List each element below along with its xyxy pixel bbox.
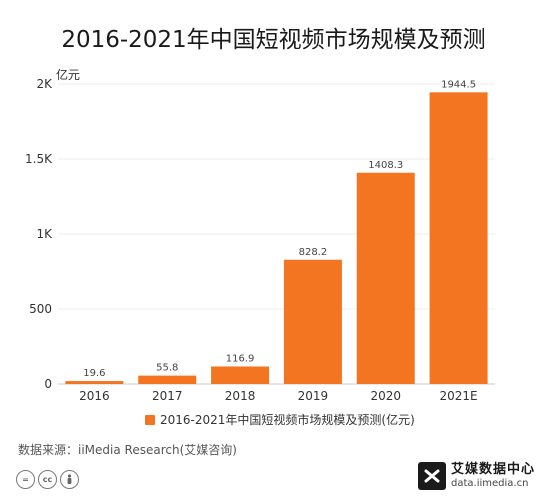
bar-2018[interactable] <box>211 366 270 384</box>
creative-commons-icon: cc <box>38 470 57 489</box>
y-tick-label: 0 <box>44 377 52 391</box>
brand-name: 艾媒数据中心 <box>450 462 535 478</box>
y-axis-unit: 亿元 <box>56 68 81 82</box>
bar-2020[interactable] <box>356 172 415 384</box>
y-tick-label: 1K <box>36 227 53 241</box>
brand-url: data.iimedia.cn <box>450 477 529 489</box>
legend-swatch <box>145 414 155 425</box>
bar-2021E[interactable] <box>429 92 488 384</box>
x-tick-label-2019: 2019 <box>298 389 329 403</box>
legend[interactable]: 2016-2021年中国短视频市场规模及预测(亿元) <box>145 411 415 428</box>
data-labels: 19.6 55.8 116.9 828.2 1408.3 1944.5 <box>83 79 476 379</box>
grid-lines <box>58 83 495 385</box>
x-tick-label-2017: 2017 <box>152 389 183 403</box>
x-tick-labels: 2016 2017 2018 2019 2020 2021E <box>79 389 478 403</box>
x-tick-label-2021E: 2021E <box>440 389 478 403</box>
chart-title: 2016-2021年中国短视频市场规模及预测 <box>61 27 486 53</box>
brand-mark-icon <box>417 462 446 490</box>
bar-2016[interactable] <box>65 381 124 384</box>
x-tick-label-2020: 2020 <box>370 389 401 403</box>
equals-icon: = <box>16 470 35 489</box>
y-tick-label: 1.5K <box>25 152 53 166</box>
x-tick-label-2016: 2016 <box>79 389 110 403</box>
brand-logo[interactable]: 艾媒数据中心 data.iimedia.cn <box>417 462 535 490</box>
y-tick-label: 500 <box>29 302 52 316</box>
license-badges[interactable]: = cc <box>16 470 79 489</box>
data-label-2018: 116.9 <box>226 353 255 364</box>
x-tick-label-2018: 2018 <box>225 389 256 403</box>
attribution-icon <box>60 470 79 489</box>
data-label-2020: 1408.3 <box>368 160 403 171</box>
bars <box>65 92 488 384</box>
data-label-2016: 19.6 <box>83 368 105 379</box>
data-label-2021E: 1944.5 <box>441 79 476 90</box>
bar-chart: 0 500 1K 1.5K 2K 19.6 55.8 116.9 828.2 1408.3 194… <box>25 77 495 403</box>
y-tick-label: 2K <box>36 77 53 91</box>
y-tick-labels: 0 500 1K 1.5K 2K <box>25 77 53 391</box>
data-label-2017: 55.8 <box>156 363 178 374</box>
source-text: 数据来源：iiMedia Research(艾媒咨询) <box>18 443 237 457</box>
bar-2017[interactable] <box>138 375 197 384</box>
legend-label: 2016-2021年中国短视频市场规模及预测(亿元) <box>160 413 415 427</box>
data-label-2019: 828.2 <box>299 247 328 258</box>
bar-2019[interactable] <box>283 259 342 384</box>
